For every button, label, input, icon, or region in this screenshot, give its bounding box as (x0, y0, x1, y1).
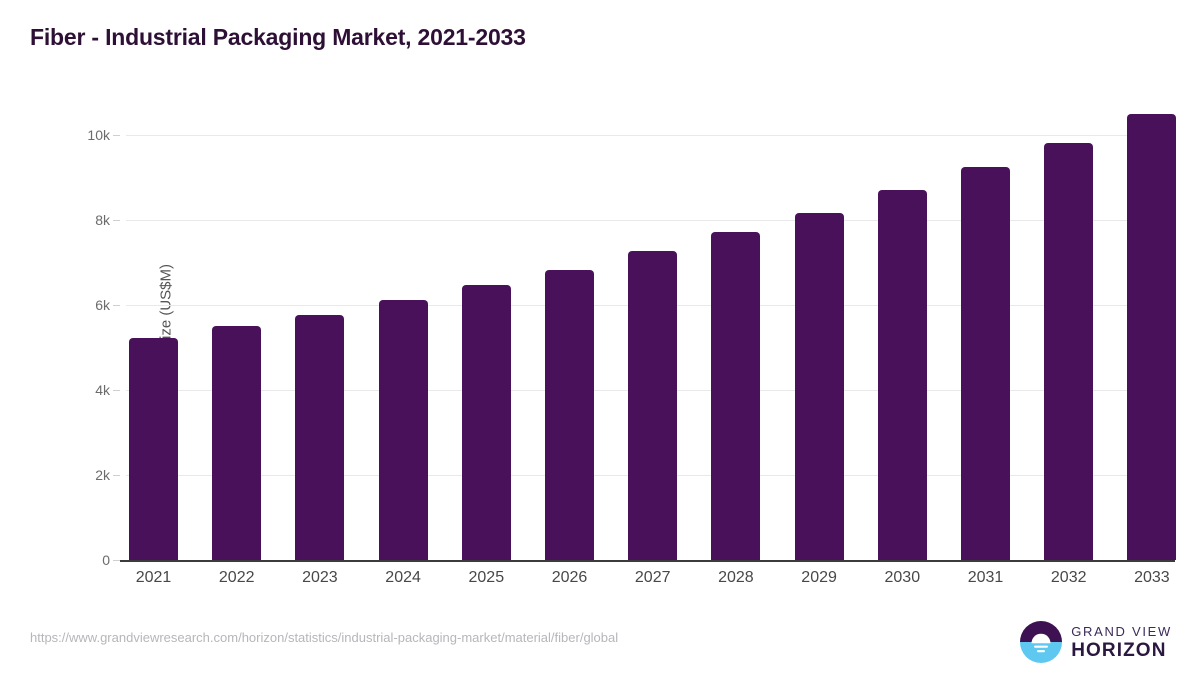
y-tick-mark (113, 135, 120, 136)
gridline-0 (120, 560, 1175, 562)
y-tick-label: 0 (102, 552, 110, 568)
bar-2022[interactable] (212, 326, 262, 560)
x-tick-label-2027: 2027 (634, 569, 671, 586)
source-url[interactable]: https://www.grandviewresearch.com/horizo… (30, 630, 619, 645)
bar-2033[interactable] (1127, 113, 1177, 560)
y-tick-label: 8k (95, 212, 110, 228)
bar-2031[interactable] (961, 166, 1010, 560)
bar-2027[interactable] (628, 251, 678, 560)
page-title: Fiber - Industrial Packaging Market, 202… (30, 24, 526, 50)
logo-wordmark: GRAND VIEW HORIZON (1071, 625, 1172, 660)
logo-line-1: GRAND VIEW (1071, 623, 1172, 639)
x-tick-label-2022: 2022 (218, 569, 255, 586)
bar-2029[interactable] (794, 213, 844, 560)
bar-2026[interactable] (545, 269, 594, 560)
x-tick-label-2032: 2032 (1050, 569, 1087, 586)
y-tick-mark (113, 560, 120, 561)
bar-2032[interactable] (1044, 142, 1094, 560)
plot-area: Market Size (US$M) 0 2k 4k 6k 8k 10k 2021 2022… (87, 85, 1177, 586)
y-tick-mark (113, 475, 120, 476)
x-tick-label-2021: 2021 (135, 569, 172, 586)
brand-logo[interactable]: GRAND VIEW HORIZON (1020, 620, 1172, 664)
y-tick-label: 4k (95, 382, 110, 398)
y-tick-mark (113, 220, 120, 221)
bar-2023[interactable] (295, 315, 345, 560)
bar-2030[interactable] (877, 190, 927, 560)
x-tick-label-2029: 2029 (801, 569, 837, 586)
y-tick-mark (113, 305, 120, 306)
x-tick-label-2024: 2024 (385, 569, 421, 586)
gridline-10k (126, 135, 1175, 136)
gridline-8k (126, 220, 1175, 221)
x-tick-label-2025: 2025 (468, 569, 505, 586)
y-tick-label: 10k (87, 127, 110, 143)
x-tick-label-2030: 2030 (884, 569, 921, 586)
x-tick-label-2023: 2023 (302, 569, 338, 586)
x-tick-label-2031: 2031 (967, 569, 1004, 586)
x-tick-label-2033: 2033 (1134, 569, 1170, 586)
bar-2024[interactable] (378, 299, 428, 560)
x-tick-label-2028: 2028 (718, 569, 754, 586)
bar-2028[interactable] (711, 231, 761, 560)
bar-2021[interactable] (129, 338, 178, 560)
y-tick-label: 6k (95, 297, 110, 313)
bar-2025[interactable] (461, 285, 511, 560)
grand-view-horizon-logo-icon (1020, 621, 1063, 663)
x-tick-label-2026: 2026 (551, 569, 588, 586)
y-tick-mark (113, 390, 120, 391)
logo-line-2: HORIZON (1071, 639, 1167, 661)
y-tick-label: 2k (95, 467, 110, 483)
